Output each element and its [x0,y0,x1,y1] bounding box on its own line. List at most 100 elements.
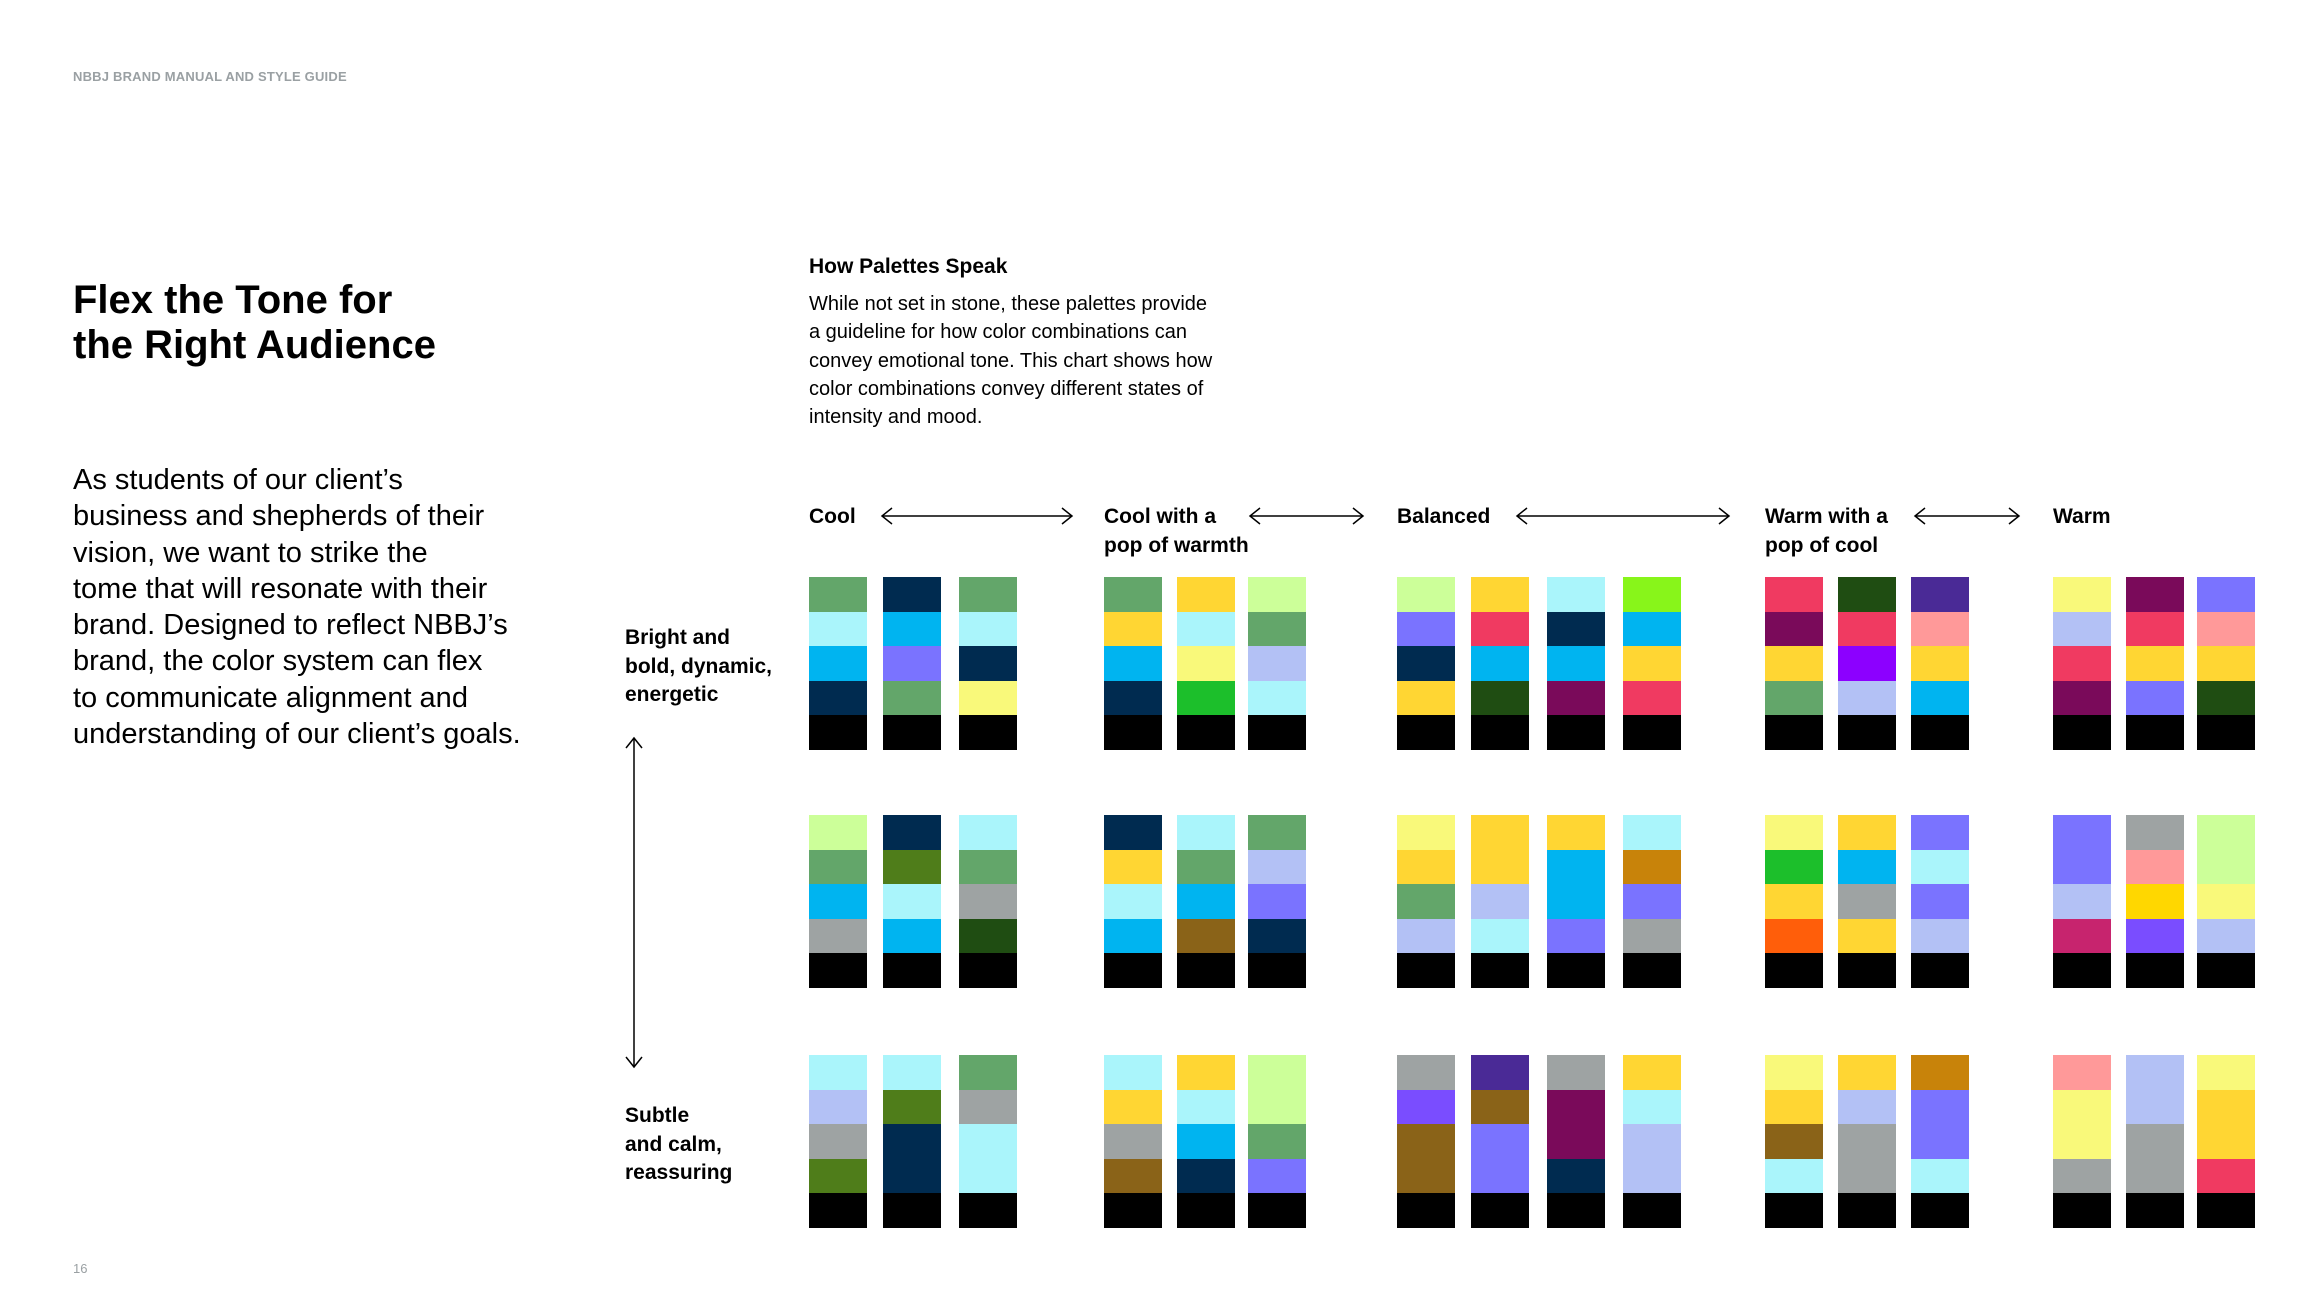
swatch [883,1193,941,1228]
group-label: Cool with a pop of warmth [1104,503,1249,560]
text-line: the Right Audience [73,323,436,367]
swatch [959,918,1017,954]
swatch [1248,1055,1306,1090]
group-label: Warm [2053,503,2111,532]
swatch [1547,815,1605,850]
swatch [1623,646,1681,681]
swatch [959,953,1017,988]
swatch [1471,577,1529,612]
swatch [1471,1193,1529,1228]
swatch [1248,1089,1306,1125]
swatch [883,815,941,850]
text-line: convey emotional tone. This chart shows … [809,349,1213,372]
swatch [2197,1089,2255,1125]
swatch [1248,680,1306,716]
swatch [1765,577,1823,612]
swatch [2053,611,2111,647]
swatch [1911,1055,1969,1090]
swatch [1397,646,1455,681]
swatch [1471,918,1529,954]
text-line: Cool with a [1104,505,1216,528]
swatch [1177,680,1235,716]
swatch [2053,1055,2111,1090]
swatch [809,577,867,612]
swatch [1104,611,1162,647]
body-text: As students of our client’s business and … [73,462,521,752]
swatch [2126,680,2184,716]
swatch [1248,577,1306,612]
swatch [1471,680,1529,716]
swatch [1911,1124,1969,1159]
swatch [1838,918,1896,954]
text-line: pop of cool [1765,533,1879,557]
swatch [2053,953,2111,988]
row-label: Subtle and calm, reassuring [625,1102,732,1188]
swatch [1104,1193,1162,1228]
swatch [1104,577,1162,612]
swatch [959,646,1017,681]
swatch [1838,1124,1896,1159]
swatch [1397,815,1455,850]
swatch [1177,715,1235,750]
swatch [1177,918,1235,954]
swatch [1471,715,1529,750]
header: NBBJ BRAND MANUAL AND STYLE GUIDE [73,69,347,84]
swatch [1547,1158,1605,1194]
swatch [883,646,941,681]
swatch [1248,884,1306,919]
swatch [2197,884,2255,919]
swatch [1623,815,1681,850]
group-label: Cool [809,503,856,532]
swatch [1911,611,1969,647]
swatch [809,611,867,647]
swatch [1547,1124,1605,1159]
swatch [1623,884,1681,919]
swatch [2197,1193,2255,1228]
swatch [1177,953,1235,988]
text-line: Warm [2053,505,2111,528]
swatch [1911,680,1969,716]
swatch [883,953,941,988]
swatch [809,1055,867,1090]
swatch [2053,680,2111,716]
swatch [883,680,941,716]
swatch [2197,953,2255,988]
swatch [1248,1158,1306,1194]
swatch [1471,1158,1529,1194]
swatch [1547,884,1605,919]
swatch [1623,1124,1681,1159]
swatch [1838,815,1896,850]
swatch [1838,1089,1896,1125]
text-line: color combinations convey different stat… [809,377,1204,400]
swatch [1248,715,1306,750]
swatch [2053,715,2111,750]
title: Flex the Tone for the Right Audience [73,278,436,368]
swatch [1248,918,1306,954]
swatch [1177,1055,1235,1090]
swatch [809,815,867,850]
swatch [1471,611,1529,647]
swatch [2126,715,2184,750]
swatch [959,611,1017,647]
swatch [1547,611,1605,647]
text-line: Subtle [625,1104,690,1127]
swatch [1397,918,1455,954]
swatch [2053,1089,2111,1125]
swatch [1547,849,1605,885]
text-line: reassuring [625,1161,733,1184]
swatch [1104,1089,1162,1125]
swatch [2197,1055,2255,1090]
swatch [1104,1055,1162,1090]
swatch [959,815,1017,850]
swatch [1765,646,1823,681]
swatch [1177,815,1235,850]
swatch [959,1055,1017,1090]
swatch [809,1158,867,1194]
swatch [1248,1124,1306,1159]
row-label: Bright and bold, dynamic, energetic [625,624,772,710]
swatch [959,1124,1017,1159]
swatch [1471,646,1529,681]
swatch [1838,611,1896,647]
swatch [2197,815,2255,850]
text-line: a guideline for how color combinations c… [809,321,1187,344]
